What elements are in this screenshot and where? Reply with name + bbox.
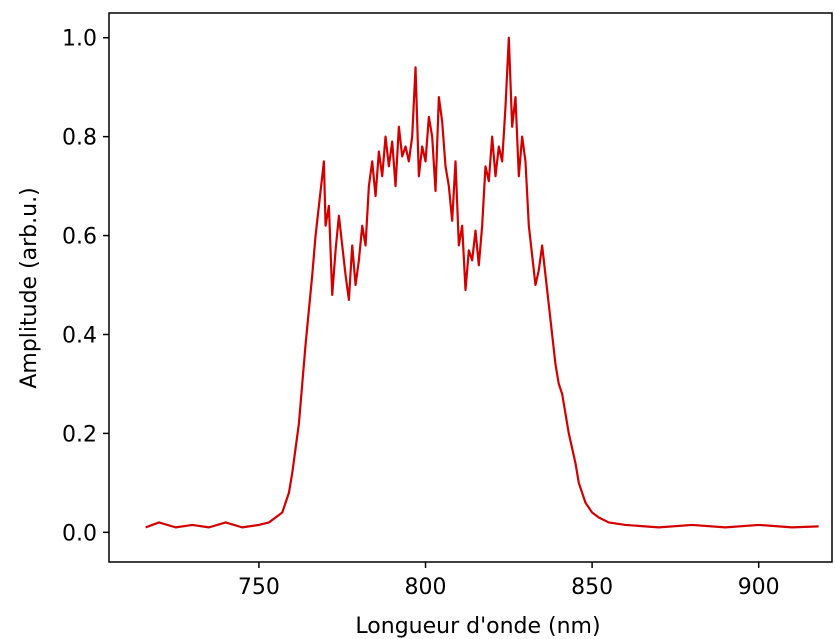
plot-area [109, 13, 832, 562]
x-tick-label: 800 [405, 575, 447, 600]
y-tick-label: 0.2 [62, 422, 97, 447]
y-tick-label: 0.8 [62, 126, 97, 151]
x-tick-label: 750 [238, 575, 280, 600]
y-tick-label: 0.4 [62, 323, 97, 348]
y-ticks: 0.0 0.2 0.4 0.6 0.8 1.0 [62, 27, 109, 547]
x-tick-label: 850 [571, 575, 613, 600]
x-ticks: 750 800 850 900 [238, 562, 780, 600]
y-tick-label: 1.0 [62, 27, 97, 52]
y-tick-label: 0.0 [62, 521, 97, 546]
x-tick-label: 900 [738, 575, 780, 600]
y-axis-title: Amplitude (arb.u.) [17, 187, 42, 388]
x-axis-title: Longueur d'onde (nm) [355, 614, 600, 639]
y-tick-label: 0.6 [62, 225, 97, 250]
